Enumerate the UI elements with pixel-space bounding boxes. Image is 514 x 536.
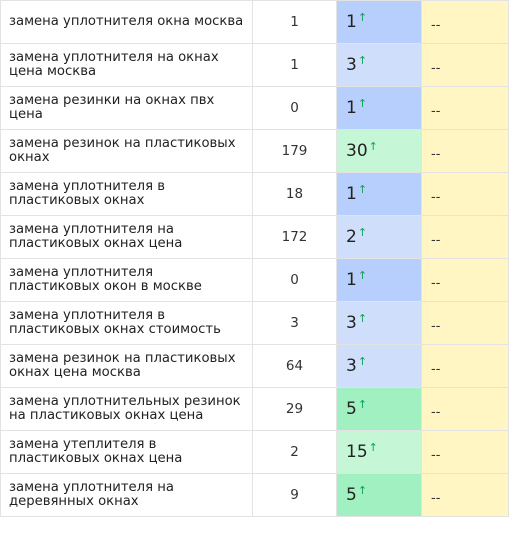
position-cell: 1↑ — [336, 258, 422, 302]
position-cell: 2↑ — [336, 215, 422, 259]
empty-value-cell: -- — [421, 344, 509, 388]
arrow-up-icon: ↑ — [357, 312, 368, 325]
keyword-row: замена уплотнительных резинок на пластик… — [0, 387, 509, 431]
frequency-cell: 179 — [252, 129, 337, 173]
keyword-row: замена резинок на пластиковых окнах цена… — [0, 344, 509, 388]
position-value: 5 — [346, 485, 357, 505]
keyword-row: замена уплотнителя пластиковых окон в мо… — [0, 258, 509, 302]
empty-value-cell: -- — [421, 473, 509, 517]
frequency-cell: 2 — [252, 430, 337, 474]
empty-value-cell: -- — [421, 387, 509, 431]
keyword-phrase-cell: замена утеплителя в пластиковых окнах це… — [0, 430, 253, 474]
position-cell: 5↑ — [336, 387, 422, 431]
empty-value-cell: -- — [421, 86, 509, 130]
empty-value-text: -- — [431, 318, 441, 334]
keyword-row: замена резинки на окнах пвх цена 0 1↑ -- — [0, 86, 509, 130]
arrow-up-icon: ↑ — [357, 11, 368, 24]
frequency-cell: 3 — [252, 301, 337, 345]
keyword-positions-table: замена уплотнителя окна москва 1 1↑ -- замен… — [0, 0, 509, 517]
position-cell: 3↑ — [336, 301, 422, 345]
empty-value-text: -- — [431, 17, 441, 33]
frequency-cell: 0 — [252, 86, 337, 130]
keyword-phrase-cell: замена резинок на пластиковых окнах — [0, 129, 253, 173]
empty-value-text: -- — [431, 146, 441, 162]
position-value: 1 — [346, 12, 357, 32]
keyword-phrase-cell: замена уплотнителя окна москва — [0, 0, 253, 44]
frequency-cell: 172 — [252, 215, 337, 259]
position-value: 2 — [346, 227, 357, 247]
keyword-row: замена утеплителя в пластиковых окнах це… — [0, 430, 509, 474]
position-cell: 3↑ — [336, 43, 422, 87]
empty-value-cell: -- — [421, 258, 509, 302]
empty-value-cell: -- — [421, 301, 509, 345]
keyword-phrase-cell: замена резинок на пластиковых окнах цена… — [0, 344, 253, 388]
empty-value-cell: -- — [421, 0, 509, 44]
position-value: 30 — [346, 141, 368, 161]
keyword-row: замена резинок на пластиковых окнах 179 30… — [0, 129, 509, 173]
frequency-cell: 9 — [252, 473, 337, 517]
position-cell: 3↑ — [336, 344, 422, 388]
keyword-phrase-cell: замена уплотнителя в пластиковых окнах с… — [0, 301, 253, 345]
arrow-up-icon: ↑ — [357, 269, 368, 282]
keyword-phrase-cell: замена уплотнительных резинок на пластик… — [0, 387, 253, 431]
empty-value-text: -- — [431, 103, 441, 119]
arrow-up-icon: ↑ — [357, 183, 368, 196]
keyword-phrase-cell: замена уплотнителя в пластиковых окнах — [0, 172, 253, 216]
keyword-phrase-cell: замена уплотнителя на деревянных окнах — [0, 473, 253, 517]
arrow-up-icon: ↑ — [357, 355, 368, 368]
keyword-row: замена уплотнителя в пластиковых окнах 18… — [0, 172, 509, 216]
position-cell: 1↑ — [336, 86, 422, 130]
arrow-up-icon: ↑ — [357, 97, 368, 110]
frequency-cell: 1 — [252, 43, 337, 87]
position-value: 1 — [346, 184, 357, 204]
position-value: 3 — [346, 356, 357, 376]
empty-value-text: -- — [431, 490, 441, 506]
arrow-up-icon: ↑ — [368, 441, 378, 454]
empty-value-cell: -- — [421, 430, 509, 474]
arrow-up-icon: ↑ — [357, 226, 368, 239]
empty-value-cell: -- — [421, 43, 509, 87]
keyword-table-body: замена уплотнителя окна москва 1 1↑ -- замен… — [0, 0, 509, 517]
position-cell: 5↑ — [336, 473, 422, 517]
keyword-row: замена уплотнителя окна москва 1 1↑ -- — [0, 0, 509, 44]
arrow-up-icon: ↑ — [368, 140, 378, 153]
position-value: 1 — [346, 270, 357, 290]
arrow-up-icon: ↑ — [357, 484, 368, 497]
keyword-phrase-cell: замена уплотнителя на окнах цена москва — [0, 43, 253, 87]
empty-value-text: -- — [431, 60, 441, 76]
position-value: 5 — [346, 399, 357, 419]
empty-value-cell: -- — [421, 129, 509, 173]
frequency-cell: 0 — [252, 258, 337, 302]
keyword-row: замена уплотнителя на окнах цена москва 1… — [0, 43, 509, 87]
position-value: 15 — [346, 442, 368, 462]
keyword-phrase-cell: замена уплотнителя пластиковых окон в мо… — [0, 258, 253, 302]
position-value: 3 — [346, 55, 357, 75]
empty-value-cell: -- — [421, 215, 509, 259]
keyword-row: замена уплотнителя на пластиковых окнах … — [0, 215, 509, 259]
keyword-phrase-cell: замена резинки на окнах пвх цена — [0, 86, 253, 130]
keyword-row: замена уплотнителя в пластиковых окнах с… — [0, 301, 509, 345]
position-value: 3 — [346, 313, 357, 333]
empty-value-text: -- — [431, 275, 441, 291]
empty-value-text: -- — [431, 232, 441, 248]
frequency-cell: 64 — [252, 344, 337, 388]
position-cell: 30↑ — [336, 129, 422, 173]
frequency-cell: 18 — [252, 172, 337, 216]
empty-value-cell: -- — [421, 172, 509, 216]
keyword-phrase-cell: замена уплотнителя на пластиковых окнах … — [0, 215, 253, 259]
position-cell: 15↑ — [336, 430, 422, 474]
frequency-cell: 1 — [252, 0, 337, 44]
empty-value-text: -- — [431, 189, 441, 205]
empty-value-text: -- — [431, 404, 441, 420]
frequency-cell: 29 — [252, 387, 337, 431]
arrow-up-icon: ↑ — [357, 54, 368, 67]
keyword-row: замена уплотнителя на деревянных окнах 9 5… — [0, 473, 509, 517]
empty-value-text: -- — [431, 361, 441, 377]
position-value: 1 — [346, 98, 357, 118]
position-cell: 1↑ — [336, 0, 422, 44]
arrow-up-icon: ↑ — [357, 398, 368, 411]
position-cell: 1↑ — [336, 172, 422, 216]
empty-value-text: -- — [431, 447, 441, 463]
